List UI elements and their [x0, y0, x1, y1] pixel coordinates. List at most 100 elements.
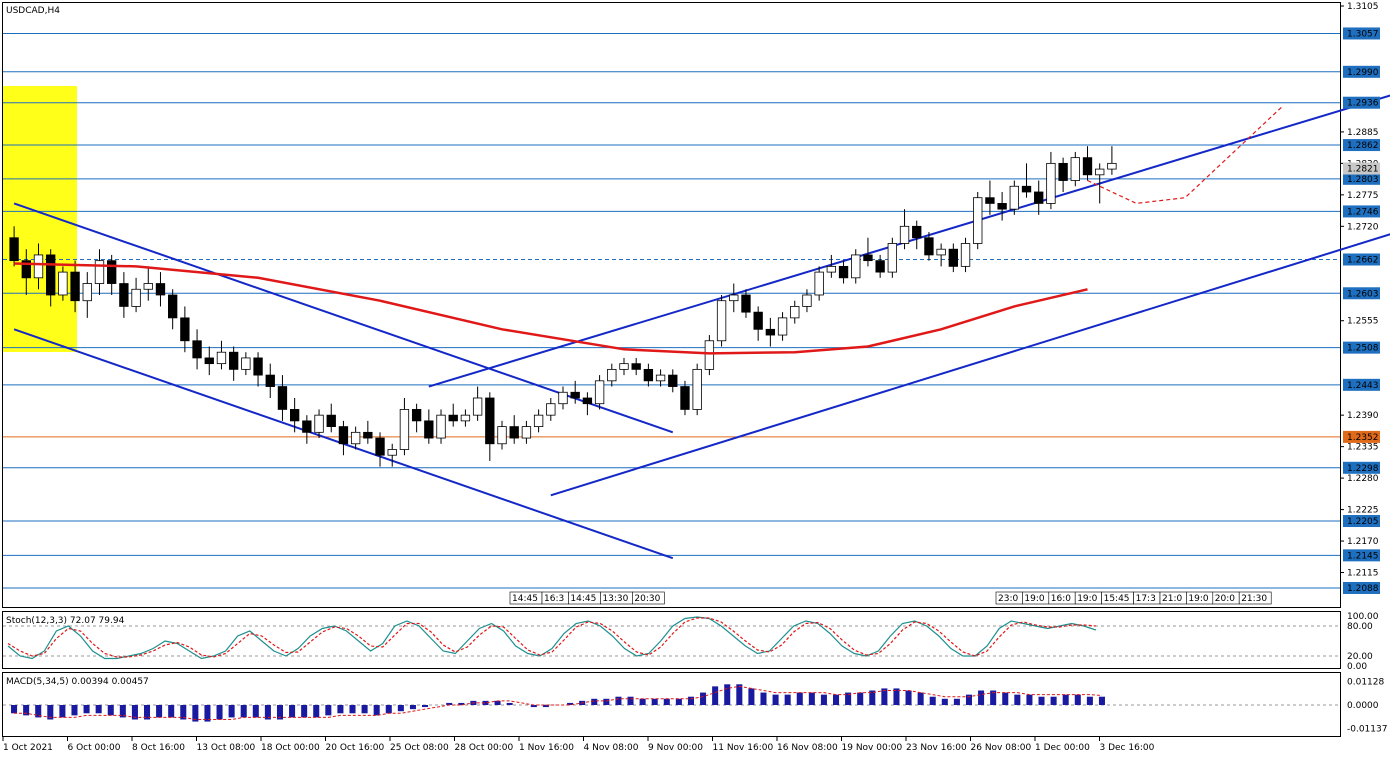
time-tag: 20:0 — [1215, 594, 1235, 604]
candle[interactable] — [387, 449, 397, 456]
candle[interactable] — [582, 397, 593, 405]
candle[interactable] — [399, 409, 410, 450]
candle[interactable] — [997, 203, 1007, 210]
candle[interactable] — [1082, 157, 1093, 176]
time-tag: 19:0 — [1077, 594, 1097, 604]
candle[interactable] — [704, 340, 715, 370]
candle[interactable] — [411, 409, 422, 422]
candle[interactable] — [107, 260, 117, 284]
candle[interactable] — [460, 414, 471, 422]
candle[interactable] — [82, 283, 92, 302]
candle[interactable] — [119, 283, 129, 307]
candle[interactable] — [985, 197, 995, 204]
candle[interactable] — [241, 357, 251, 370]
candle[interactable] — [448, 414, 458, 422]
candle[interactable] — [546, 403, 556, 416]
candle[interactable] — [924, 237, 934, 256]
candle[interactable] — [338, 426, 349, 445]
candle[interactable] — [289, 409, 300, 422]
time-tag: 16:0 — [1051, 594, 1071, 604]
candle[interactable] — [485, 397, 495, 445]
candle[interactable] — [729, 294, 739, 302]
candle[interactable] — [826, 265, 837, 273]
candle[interactable] — [692, 368, 702, 410]
candle[interactable] — [948, 248, 958, 267]
candle[interactable] — [1034, 191, 1044, 204]
candle[interactable] — [851, 254, 861, 279]
candle[interactable] — [777, 317, 788, 336]
candle[interactable] — [265, 374, 275, 387]
candle[interactable] — [1070, 157, 1080, 181]
candle[interactable] — [1021, 185, 1032, 193]
stoch-signal-line — [7, 617, 1096, 658]
candle[interactable] — [216, 351, 227, 365]
candle[interactable] — [765, 328, 776, 336]
candle[interactable] — [533, 414, 544, 428]
candle[interactable] — [509, 426, 519, 439]
candle[interactable] — [973, 197, 983, 244]
candle[interactable] — [436, 414, 446, 439]
candle[interactable] — [558, 391, 568, 405]
candle[interactable] — [1095, 168, 1105, 176]
candle[interactable] — [863, 254, 873, 262]
candle[interactable] — [497, 426, 507, 445]
candle[interactable] — [70, 271, 80, 302]
candle[interactable] — [912, 225, 922, 239]
candle[interactable] — [302, 420, 312, 433]
main-price-panel[interactable] — [2, 2, 1341, 608]
candle[interactable] — [1046, 162, 1056, 204]
candle[interactable] — [192, 340, 202, 359]
candle[interactable] — [131, 288, 141, 307]
candle[interactable] — [472, 397, 483, 416]
candle[interactable] — [1107, 162, 1117, 170]
candle[interactable] — [350, 431, 361, 445]
candle[interactable] — [594, 380, 605, 405]
candle[interactable] — [655, 374, 666, 382]
candle[interactable] — [253, 357, 263, 376]
candle[interactable] — [643, 368, 654, 382]
candle[interactable] — [326, 414, 336, 428]
candle[interactable] — [753, 311, 763, 330]
candle[interactable] — [33, 254, 44, 279]
candle[interactable] — [180, 317, 190, 342]
candle[interactable] — [375, 437, 385, 456]
candle[interactable] — [887, 243, 898, 273]
candle[interactable] — [790, 306, 800, 319]
candle[interactable] — [936, 248, 946, 256]
level-label-box — [1343, 581, 1380, 594]
candle[interactable] — [570, 391, 580, 399]
candle[interactable] — [424, 420, 434, 439]
candle[interactable] — [228, 351, 239, 370]
candle[interactable] — [204, 357, 214, 365]
candle[interactable] — [619, 363, 629, 370]
candle[interactable] — [1009, 185, 1019, 210]
candle[interactable] — [143, 283, 153, 290]
candle[interactable] — [680, 386, 690, 410]
candle[interactable] — [1058, 162, 1068, 181]
candle[interactable] — [875, 260, 885, 273]
candle[interactable] — [155, 283, 166, 296]
stochastic-panel[interactable] — [2, 611, 1341, 669]
candle[interactable] — [9, 237, 19, 262]
candle[interactable] — [21, 260, 31, 279]
candle[interactable] — [363, 431, 373, 439]
candle[interactable] — [46, 254, 56, 296]
candle[interactable] — [668, 374, 678, 387]
candle[interactable] — [741, 294, 751, 313]
candle[interactable] — [607, 368, 617, 382]
candle[interactable] — [58, 271, 68, 296]
level-label: 1.2352 — [1347, 433, 1379, 443]
candle[interactable] — [838, 265, 849, 279]
candle[interactable] — [814, 271, 824, 296]
candle[interactable] — [802, 294, 812, 307]
candle[interactable] — [716, 300, 727, 342]
candle[interactable] — [960, 243, 971, 267]
candle[interactable] — [314, 414, 324, 433]
candle[interactable] — [168, 294, 178, 319]
candle[interactable] — [94, 260, 105, 284]
candle[interactable] — [631, 363, 641, 370]
candle[interactable] — [277, 386, 288, 410]
candle[interactable] — [899, 225, 910, 244]
candle[interactable] — [521, 426, 532, 439]
